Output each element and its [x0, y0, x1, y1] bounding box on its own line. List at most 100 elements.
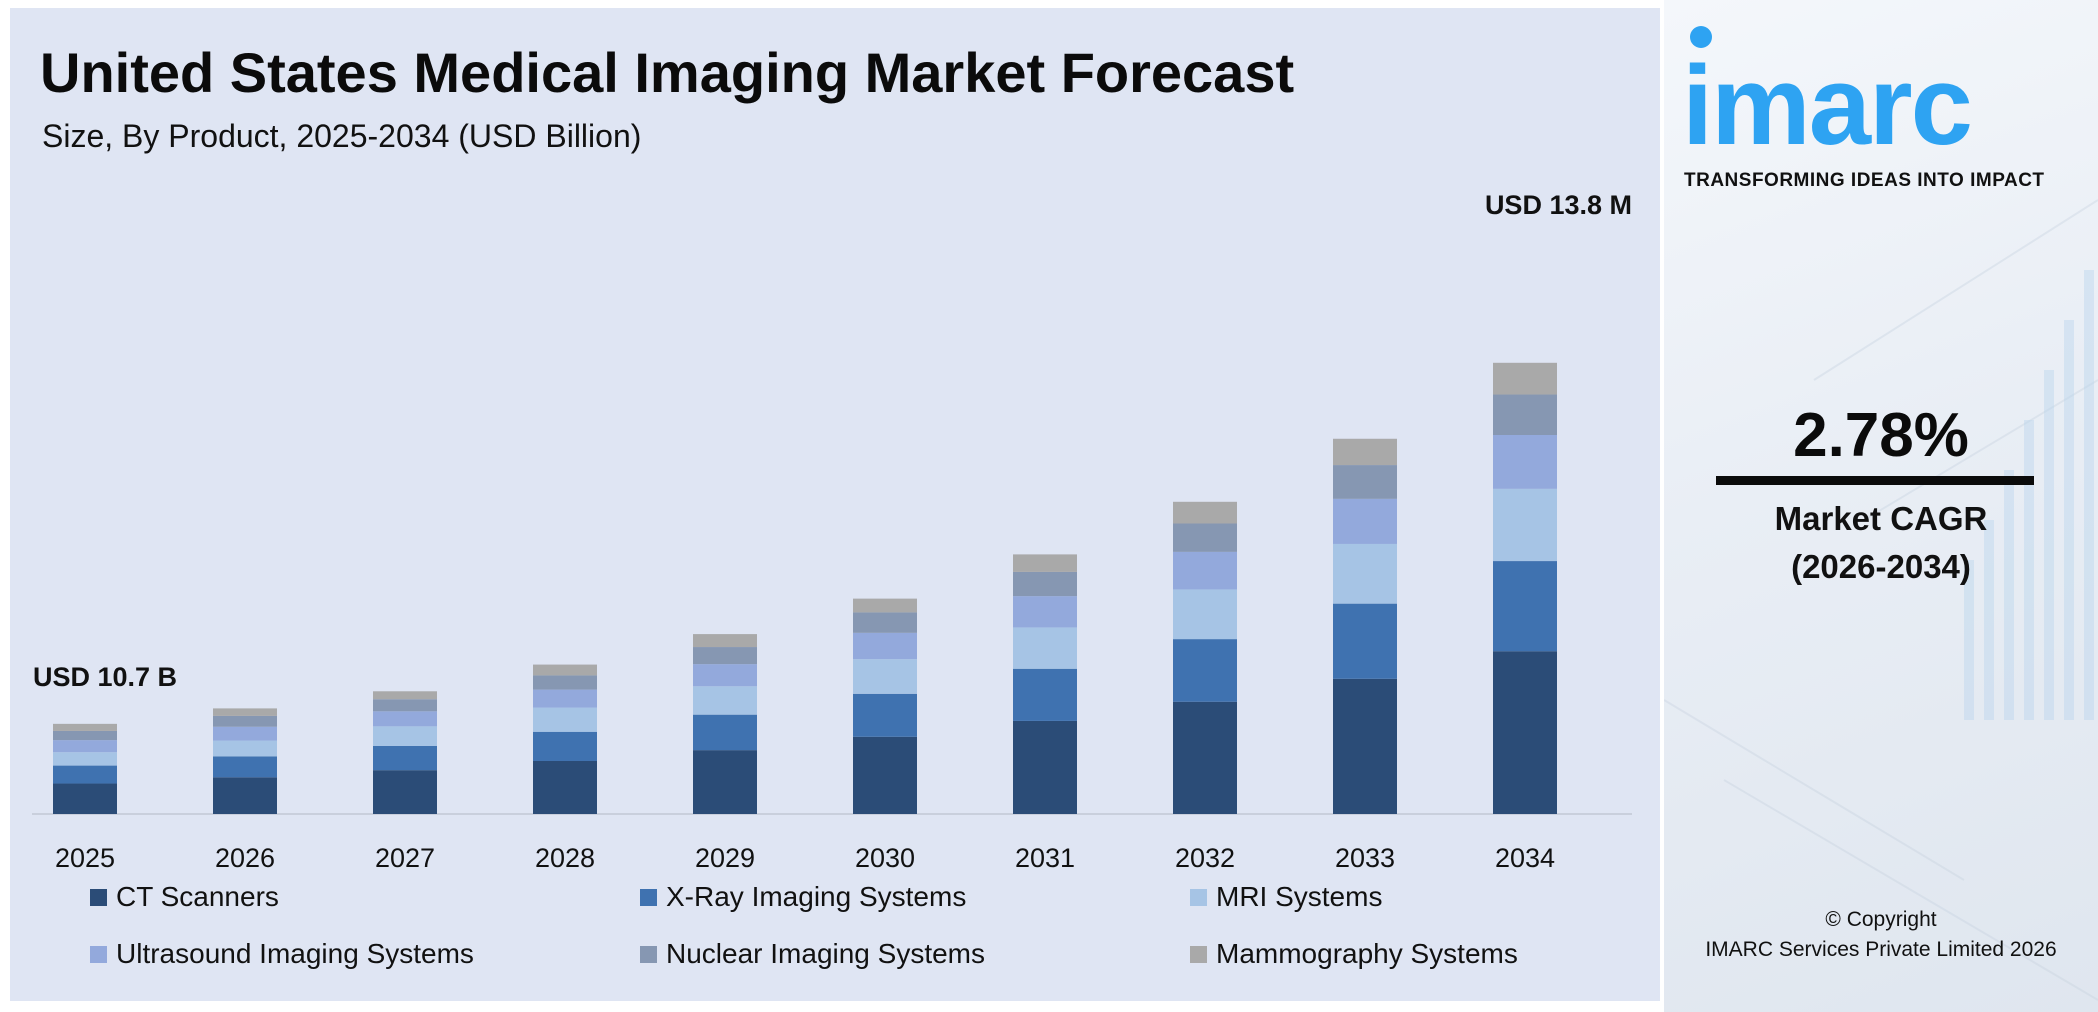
bar-segment-2027-mammography-systems: [373, 691, 437, 700]
bar-segment-2028-mri-systems: [533, 707, 597, 732]
bar-segment-2027-ultrasound-imaging-systems: [373, 711, 437, 727]
x-tick-label-2031: 2031: [1015, 843, 1075, 873]
legend-swatch: [640, 945, 657, 963]
legend-item-ultrasound-imaging-systems: Ultrasound Imaging Systems: [90, 938, 474, 970]
x-tick-label-2030: 2030: [855, 843, 915, 873]
legend-label: Nuclear Imaging Systems: [666, 938, 986, 969]
bar-segment-2026-x-ray-imaging-systems: [213, 756, 277, 778]
bar-segment-2026-ct-scanners: [213, 777, 277, 814]
brand-tagline: TRANSFORMING IDEAS INTO IMPACT: [1684, 170, 2045, 191]
chart-title: United States Medical Imaging Market For…: [40, 41, 1295, 104]
legend-item-mammography-systems: Mammography Systems: [1190, 938, 1518, 970]
stacked-bar-chart: 2025 2026 2027 2028 2029 2030 2031 2032 2033 2034…: [32, 190, 1632, 873]
brand-panel: imarc TRANSFORMING IDEAS INTO IMPACT 2.7…: [1664, 0, 2098, 1012]
x-tick-label-2027: 2027: [375, 843, 435, 873]
x-tick-label-2029: 2029: [695, 843, 755, 873]
bar-segment-2027-ct-scanners: [373, 770, 437, 814]
bar-segment-2029-mammography-systems: [693, 634, 757, 648]
legend-item-mri-systems: MRI Systems: [1190, 881, 1382, 913]
bar-segment-2027-nuclear-imaging-systems: [373, 699, 437, 712]
chart-panel: United States Medical Imaging Market For…: [10, 8, 1660, 1001]
bar-segment-2031-nuclear-imaging-systems: [1013, 571, 1077, 597]
bar-segment-2030-mri-systems: [853, 659, 917, 694]
legend-label: CT Scanners: [116, 881, 279, 912]
bar-segment-2032-nuclear-imaging-systems: [1173, 523, 1237, 552]
bar-segment-2033-mri-systems: [1333, 543, 1397, 604]
bar-segment-2033-ultrasound-imaging-systems: [1333, 498, 1397, 544]
background-decoration: [1664, 199, 2098, 1001]
bar-segment-2029-x-ray-imaging-systems: [693, 714, 757, 751]
bar-segment-2029-nuclear-imaging-systems: [693, 647, 757, 665]
bar-segment-2026-nuclear-imaging-systems: [213, 715, 277, 727]
bar-segment-2034-x-ray-imaging-systems: [1493, 561, 1557, 652]
copyright-owner: IMARC Services Private Limited 2026: [1705, 938, 2057, 961]
logo-dot: [1690, 26, 1712, 48]
legend-swatch: [90, 888, 107, 906]
bar-segment-2030-nuclear-imaging-systems: [853, 612, 917, 633]
bar-segment-2025-nuclear-imaging-systems: [53, 730, 117, 741]
start-value-label: USD 10.7 B: [33, 662, 177, 692]
bars-group: [53, 362, 1557, 814]
bar-segment-2028-ct-scanners: [533, 760, 597, 814]
bar-segment-2033-mammography-systems: [1333, 438, 1397, 466]
bar-segment-2033-nuclear-imaging-systems: [1333, 465, 1397, 499]
bar-segment-2032-mammography-systems: [1173, 501, 1237, 524]
bar-segment-2027-x-ray-imaging-systems: [373, 745, 437, 771]
bar-segment-2033-x-ray-imaging-systems: [1333, 603, 1397, 679]
bar-segment-2034-nuclear-imaging-systems: [1493, 394, 1557, 436]
x-tick-labels: 2025 2026 2027 2028 2029 2030 2031 2032 2033 2034: [55, 843, 1555, 873]
bar-segment-2034-ultrasound-imaging-systems: [1493, 435, 1557, 489]
bar-segment-2029-ultrasound-imaging-systems: [693, 664, 757, 687]
legend-swatch: [90, 945, 107, 963]
legend-swatch: [1190, 945, 1207, 963]
legend-swatch: [640, 888, 657, 906]
bar-segment-2025-mri-systems: [53, 752, 117, 766]
x-tick-label-2034: 2034: [1495, 843, 1555, 873]
legend-label: MRI Systems: [1216, 881, 1383, 912]
bar-segment-2028-ultrasound-imaging-systems: [533, 689, 597, 708]
bar-segment-2034-mri-systems: [1493, 488, 1557, 562]
bar-segment-2031-mri-systems: [1013, 627, 1077, 669]
copyright-symbol-line: © Copyright: [1825, 908, 1937, 931]
bar-segment-2025-ct-scanners: [53, 783, 117, 814]
cagr-period: (2026-2034): [1791, 548, 1971, 585]
bar-segment-2026-mammography-systems: [213, 708, 277, 716]
legend-label: Ultrasound Imaging Systems: [116, 938, 474, 969]
x-tick-label-2025: 2025: [55, 843, 115, 873]
imarc-logo: imarc: [1682, 43, 1973, 168]
bar-segment-2034-mammography-systems: [1493, 362, 1557, 395]
legend-label: Mammography Systems: [1216, 938, 1518, 969]
bar-segment-2034-ct-scanners: [1493, 651, 1557, 814]
bar-segment-2028-x-ray-imaging-systems: [533, 731, 597, 761]
bar-segment-2031-ct-scanners: [1013, 720, 1077, 814]
legend-item-nuclear-imaging-systems: Nuclear Imaging Systems: [640, 938, 985, 970]
bar-segment-2025-x-ray-imaging-systems: [53, 765, 117, 784]
legend-item-ct-scanners: CT Scanners: [90, 881, 279, 913]
bar-segment-2030-mammography-systems: [853, 598, 917, 613]
bar-segment-2032-mri-systems: [1173, 589, 1237, 640]
chart-subtitle: Size, By Product, 2025-2034 (USD Billion…: [42, 118, 642, 154]
cagr-value: 2.78%: [1793, 401, 1969, 470]
bar-segment-2025-mammography-systems: [53, 723, 117, 731]
x-tick-label-2026: 2026: [215, 843, 275, 873]
bar-segment-2028-mammography-systems: [533, 664, 597, 676]
cagr-label: Market CAGR: [1774, 500, 1988, 537]
bar-segment-2026-mri-systems: [213, 740, 277, 757]
cagr-divider: [1716, 476, 2034, 485]
bar-segment-2032-ultrasound-imaging-systems: [1173, 551, 1237, 590]
bar-segment-2033-ct-scanners: [1333, 678, 1397, 814]
bar-segment-2028-nuclear-imaging-systems: [533, 675, 597, 690]
bar-segment-2029-mri-systems: [693, 686, 757, 715]
bar-segment-2032-x-ray-imaging-systems: [1173, 639, 1237, 702]
x-tick-label-2033: 2033: [1335, 843, 1395, 873]
bar-segment-2031-ultrasound-imaging-systems: [1013, 596, 1077, 628]
bar-segment-2031-mammography-systems: [1013, 554, 1077, 572]
legend-item-x-ray-imaging-systems: X-Ray Imaging Systems: [640, 881, 966, 913]
legend-swatch: [1190, 888, 1207, 906]
bar-segment-2031-x-ray-imaging-systems: [1013, 668, 1077, 721]
bar-segment-2030-ultrasound-imaging-systems: [853, 632, 917, 660]
legend-label: X-Ray Imaging Systems: [666, 881, 967, 912]
bar-segment-2025-ultrasound-imaging-systems: [53, 740, 117, 753]
bar-segment-2032-ct-scanners: [1173, 701, 1237, 814]
bar-segment-2030-x-ray-imaging-systems: [853, 693, 917, 737]
